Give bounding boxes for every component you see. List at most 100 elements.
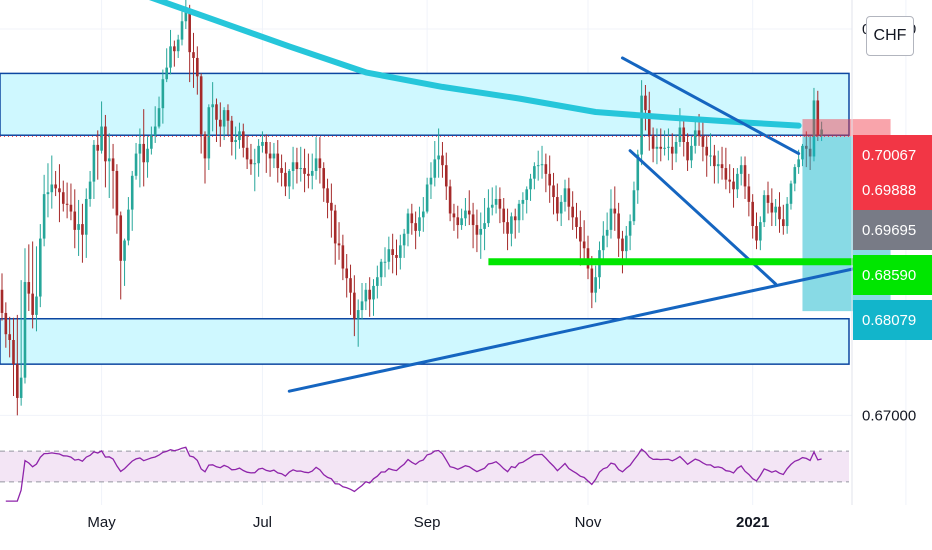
candle-body bbox=[138, 143, 142, 154]
candle-body bbox=[770, 202, 774, 213]
candle bbox=[299, 146, 303, 182]
candle bbox=[521, 192, 525, 221]
candle-body bbox=[295, 162, 299, 170]
candle bbox=[479, 212, 483, 259]
candle-body bbox=[61, 192, 65, 204]
candle-body bbox=[272, 153, 276, 159]
candle bbox=[111, 143, 115, 209]
candle bbox=[314, 137, 318, 180]
candle-body bbox=[747, 186, 751, 202]
candle bbox=[594, 265, 597, 303]
candle-body bbox=[716, 164, 720, 167]
candle-body bbox=[50, 184, 54, 193]
candle-body bbox=[180, 21, 184, 40]
candle-body bbox=[23, 282, 27, 378]
candle-body bbox=[498, 198, 502, 209]
candle-body bbox=[4, 312, 8, 335]
candle-body bbox=[146, 148, 149, 163]
candle bbox=[100, 101, 103, 154]
candle-body bbox=[107, 158, 111, 162]
candle bbox=[759, 216, 762, 251]
candle bbox=[517, 199, 521, 233]
candle-body bbox=[314, 158, 318, 171]
candle-body bbox=[739, 165, 743, 174]
candle-body bbox=[816, 100, 820, 136]
candle-body bbox=[487, 207, 490, 224]
candle-body bbox=[613, 208, 617, 214]
candle-body bbox=[387, 249, 391, 262]
candle-body bbox=[368, 289, 371, 300]
candle bbox=[640, 80, 643, 166]
candle-body bbox=[422, 211, 425, 218]
price-label-tag: 0.68590 bbox=[853, 255, 932, 295]
candle-body bbox=[755, 226, 758, 241]
candle bbox=[728, 164, 731, 194]
candle bbox=[291, 146, 295, 190]
candle-body bbox=[165, 67, 168, 80]
candle bbox=[284, 162, 287, 197]
candle bbox=[789, 180, 793, 210]
candle bbox=[107, 133, 111, 199]
candle bbox=[525, 186, 529, 214]
candle bbox=[579, 210, 582, 266]
candle bbox=[142, 109, 146, 187]
candle bbox=[211, 82, 214, 132]
candle bbox=[77, 199, 80, 256]
candle bbox=[280, 154, 283, 187]
candle-body bbox=[8, 334, 11, 340]
candle bbox=[621, 230, 624, 274]
candle bbox=[747, 173, 751, 217]
candle-body bbox=[184, 10, 188, 22]
support-zone bbox=[0, 318, 850, 365]
candle-body bbox=[16, 364, 19, 398]
candle bbox=[475, 209, 479, 253]
candle bbox=[88, 170, 92, 207]
candle bbox=[383, 247, 387, 278]
candle-body bbox=[789, 183, 793, 204]
candle-body bbox=[349, 278, 352, 293]
currency-button[interactable]: CHF bbox=[866, 16, 914, 56]
candle-body bbox=[207, 107, 211, 159]
candle-body bbox=[701, 136, 705, 147]
candle bbox=[425, 177, 429, 214]
price-label-bg bbox=[853, 255, 932, 295]
candle bbox=[663, 130, 666, 156]
candle bbox=[724, 147, 728, 190]
candle-body bbox=[651, 135, 655, 149]
candle-body bbox=[318, 158, 322, 169]
candle-body bbox=[766, 195, 770, 203]
candle-body bbox=[640, 95, 643, 155]
candle-body bbox=[196, 57, 199, 77]
candle-body bbox=[203, 134, 207, 159]
candle bbox=[330, 183, 333, 238]
candle bbox=[310, 153, 314, 190]
candle-body bbox=[686, 141, 689, 161]
candle-body bbox=[812, 100, 816, 157]
candle-body bbox=[709, 155, 712, 157]
candle-body bbox=[280, 168, 283, 173]
candle-body bbox=[682, 127, 686, 142]
candle-body bbox=[130, 175, 134, 210]
candle bbox=[318, 137, 322, 184]
candle-body bbox=[46, 192, 50, 195]
candle-body bbox=[563, 188, 567, 202]
candle-body bbox=[732, 181, 735, 190]
candle bbox=[682, 115, 686, 157]
candle bbox=[743, 156, 747, 199]
candle bbox=[444, 152, 448, 200]
moving-average-line bbox=[148, 0, 802, 129]
candle bbox=[287, 169, 291, 199]
candle-body bbox=[559, 201, 563, 214]
candle bbox=[647, 91, 651, 151]
rsi-band bbox=[0, 451, 849, 482]
candle bbox=[667, 128, 670, 161]
candle-body bbox=[456, 217, 460, 226]
candle bbox=[54, 170, 57, 197]
candle bbox=[644, 85, 647, 131]
candle-body bbox=[253, 163, 257, 165]
candle-body bbox=[330, 202, 333, 211]
candle bbox=[84, 188, 88, 258]
candle bbox=[268, 141, 272, 177]
candle bbox=[670, 133, 674, 170]
